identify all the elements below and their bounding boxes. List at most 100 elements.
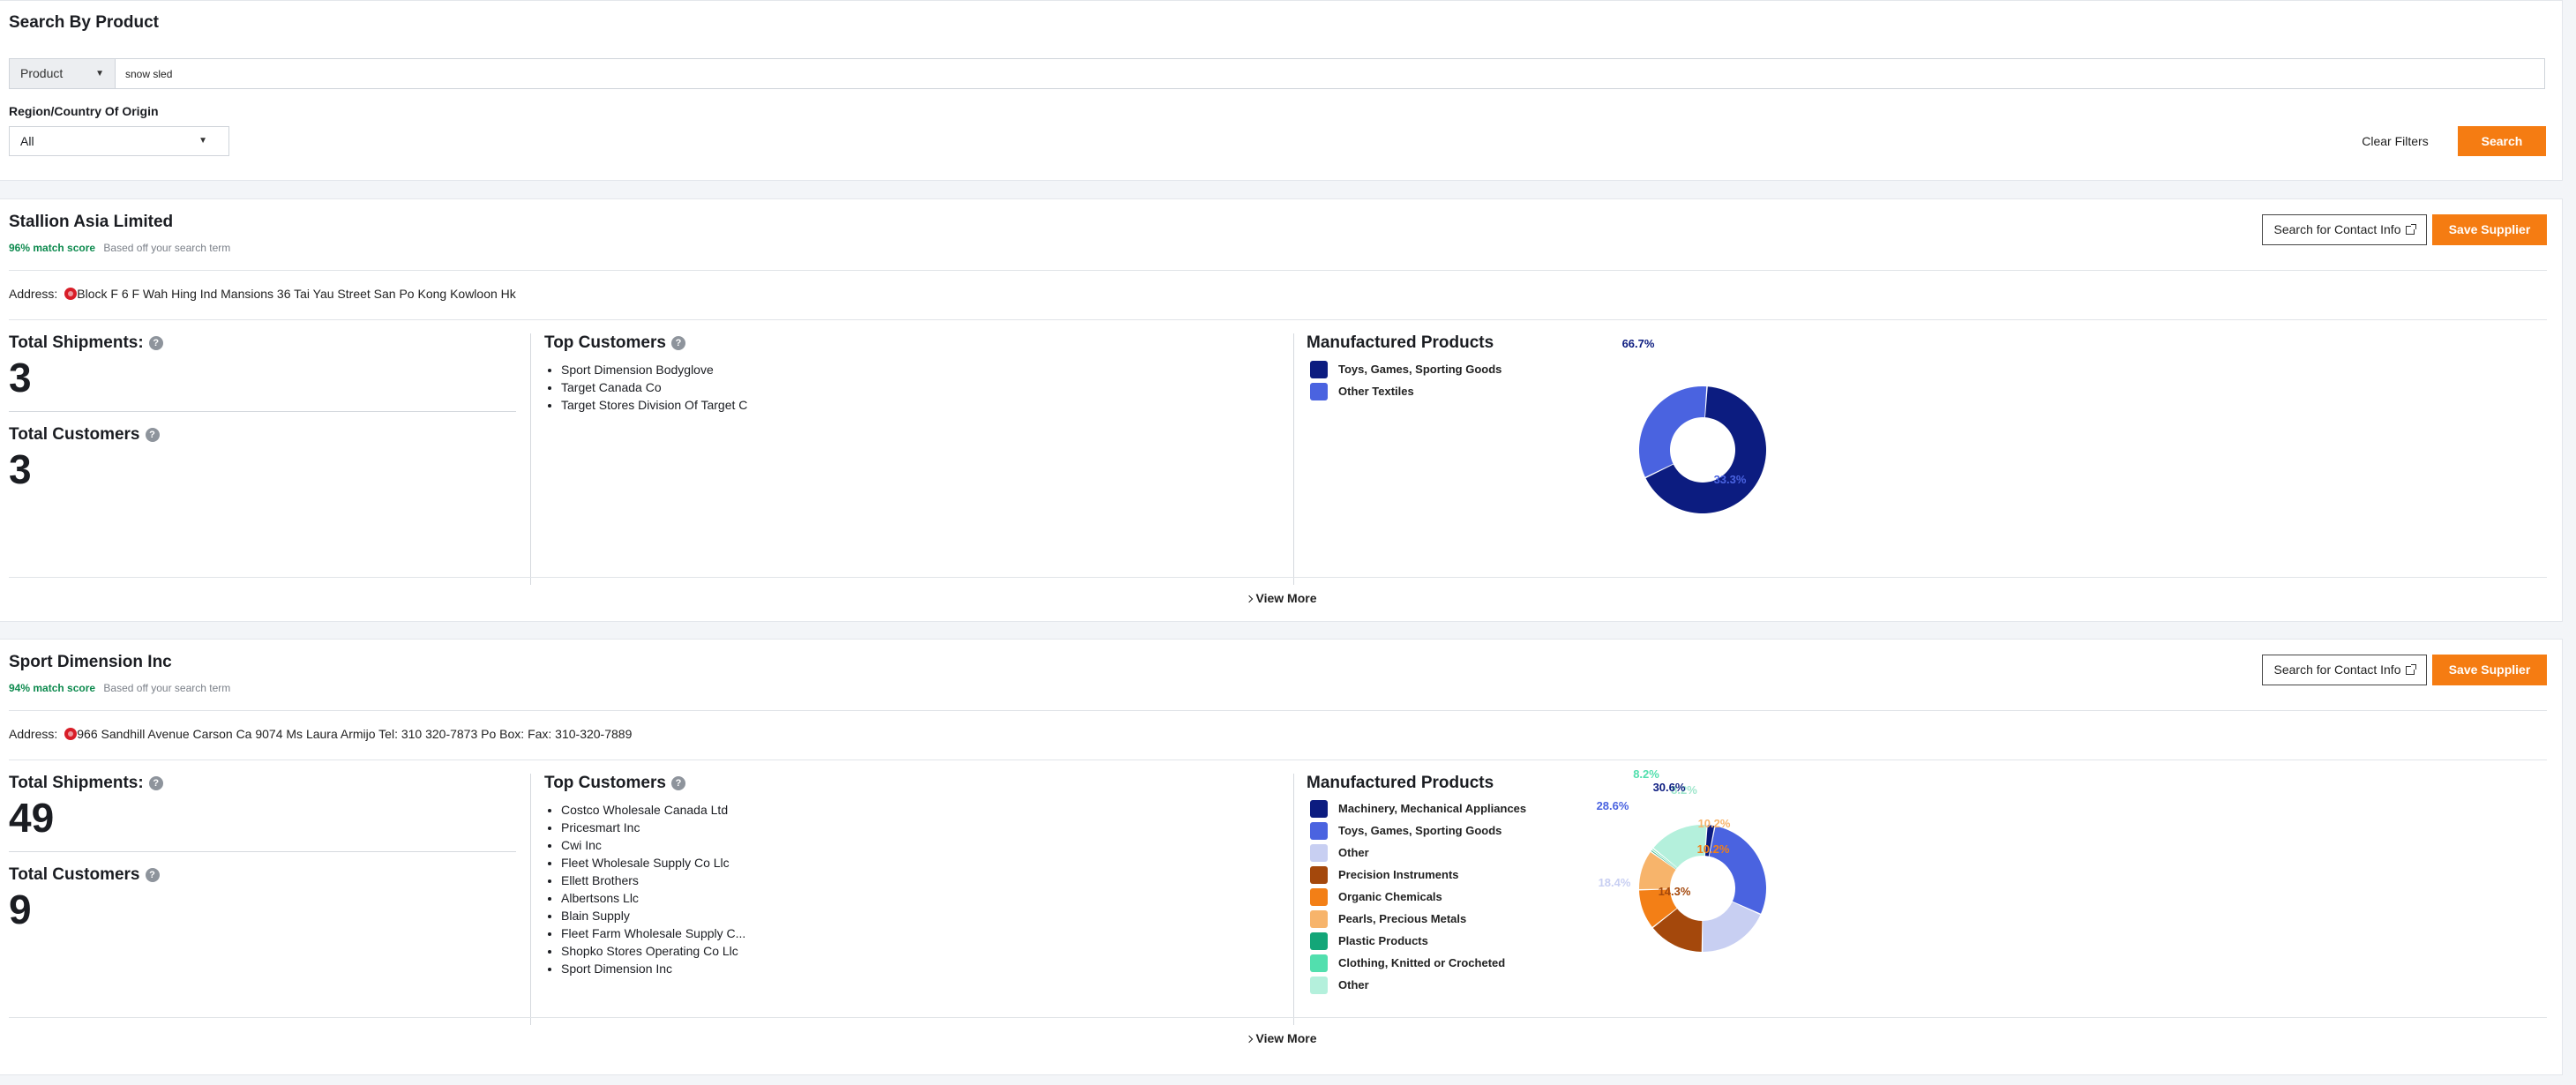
legend-item: Toys, Games, Sporting Goods bbox=[1310, 819, 1526, 842]
supplier-name[interactable]: Stallion Asia Limited bbox=[9, 213, 174, 231]
list-item[interactable]: Sport Dimension Bodyglove bbox=[561, 361, 747, 378]
search-type-select[interactable]: Product ▼ bbox=[10, 59, 116, 88]
help-icon[interactable]: ? bbox=[145, 868, 160, 882]
search-input[interactable] bbox=[116, 59, 2542, 88]
contact-button-label: Search for Contact Info bbox=[2273, 222, 2401, 236]
top-customers-text: Top Customers bbox=[544, 774, 666, 792]
legend-item: Toys, Games, Sporting Goods bbox=[1310, 358, 1501, 380]
list-item[interactable]: Cwi Inc bbox=[561, 836, 745, 854]
chart-label: 8.2% bbox=[1633, 767, 1659, 781]
clear-filters-button[interactable]: Clear Filters bbox=[2362, 134, 2429, 148]
help-icon[interactable]: ? bbox=[670, 776, 685, 790]
chart-legend: Toys, Games, Sporting Goods Other Textil… bbox=[1310, 358, 1501, 402]
donut-slice[interactable] bbox=[1652, 909, 1703, 952]
donut-slice[interactable] bbox=[1652, 849, 1677, 869]
chart-label: 8.2% bbox=[1671, 783, 1697, 797]
chart-label: 30.6% bbox=[1653, 781, 1686, 794]
list-item[interactable]: Ellett Brothers bbox=[561, 872, 745, 889]
donut-slice[interactable] bbox=[1639, 385, 1707, 477]
supplier-address: Address: 966 Sandhill Avenue Carson Ca 90… bbox=[9, 727, 632, 741]
view-more-label: View More bbox=[1255, 1031, 1317, 1045]
total-customers-label: Total Customers? bbox=[9, 865, 160, 885]
match-note: Based off your search term bbox=[103, 242, 231, 254]
total-shipments-value: 3 bbox=[9, 355, 32, 400]
legend-label: Organic Chemicals bbox=[1338, 890, 1442, 903]
legend-item: Machinery, Mechanical Appliances bbox=[1310, 797, 1526, 819]
donut-slice[interactable] bbox=[1645, 386, 1766, 513]
column-divider bbox=[1293, 333, 1294, 585]
legend-label: Precision Instruments bbox=[1338, 868, 1459, 881]
match-score: 96% match score bbox=[9, 242, 96, 254]
help-icon[interactable]: ? bbox=[145, 428, 160, 442]
legend-label: Toys, Games, Sporting Goods bbox=[1338, 363, 1502, 376]
search-contact-info-button[interactable]: Search for Contact Info bbox=[2262, 655, 2427, 685]
flag-icon bbox=[64, 728, 78, 740]
match-info: 94% match score Based off your search te… bbox=[9, 682, 230, 694]
flag-icon bbox=[64, 288, 78, 300]
donut-slice[interactable] bbox=[1709, 826, 1766, 914]
view-more-button[interactable]: View More bbox=[0, 591, 2563, 605]
legend-swatch bbox=[1310, 821, 1328, 840]
legend-swatch bbox=[1310, 843, 1328, 862]
chart-label: 10.2% bbox=[1698, 817, 1731, 830]
view-more-label: View More bbox=[1255, 591, 1317, 605]
list-item[interactable]: Target Stores Division Of Target C bbox=[561, 396, 747, 414]
divider bbox=[9, 411, 516, 412]
help-icon[interactable]: ? bbox=[148, 776, 163, 790]
list-item[interactable]: Albertsons Llc bbox=[561, 889, 745, 907]
donut-slice[interactable] bbox=[1639, 889, 1677, 927]
donut-chart: 66.7% 33.3% bbox=[1622, 337, 1766, 513]
list-item[interactable]: Blain Supply bbox=[561, 907, 745, 924]
address-label: Address: bbox=[9, 287, 58, 301]
external-link-icon bbox=[2406, 224, 2417, 235]
legend-swatch bbox=[1310, 360, 1328, 378]
legend-swatch bbox=[1310, 932, 1328, 950]
list-item[interactable]: Pricesmart Inc bbox=[561, 819, 745, 836]
divider bbox=[9, 270, 2547, 271]
supplier-name[interactable]: Sport Dimension Inc bbox=[9, 653, 172, 671]
chart-label: 33.3% bbox=[1714, 473, 1747, 486]
list-item[interactable]: Shopko Stores Operating Co Llc bbox=[561, 942, 745, 960]
donut-slice[interactable] bbox=[1653, 825, 1707, 868]
list-item[interactable]: Target Canada Co bbox=[561, 378, 747, 396]
divider bbox=[9, 577, 2547, 578]
chevron-right-icon bbox=[1245, 595, 1253, 603]
donut-slice[interactable] bbox=[1703, 902, 1761, 952]
top-customers-text: Top Customers bbox=[544, 333, 666, 352]
contact-button-label: Search for Contact Info bbox=[2273, 662, 2401, 677]
chart-label: 10.2% bbox=[1697, 842, 1730, 856]
total-shipments-label: Total Shipments:? bbox=[9, 333, 163, 353]
list-item[interactable]: Fleet Wholesale Supply Co Llc bbox=[561, 854, 745, 872]
chart-label: 66.7% bbox=[1622, 337, 1655, 350]
search-contact-info-button[interactable]: Search for Contact Info bbox=[2262, 214, 2427, 245]
list-item[interactable]: Sport Dimension Inc bbox=[561, 960, 745, 977]
legend-item: Other bbox=[1310, 842, 1526, 864]
region-select[interactable]: All ▼ bbox=[9, 126, 229, 156]
donut-slice[interactable] bbox=[1704, 825, 1715, 857]
donut-slice[interactable] bbox=[1639, 851, 1676, 890]
search-button[interactable]: Search bbox=[2458, 126, 2546, 156]
save-supplier-button[interactable]: Save Supplier bbox=[2432, 214, 2547, 245]
chevron-right-icon bbox=[1245, 1035, 1253, 1044]
total-customers-text: Total Customers bbox=[9, 425, 140, 444]
column-divider bbox=[530, 774, 531, 1025]
save-supplier-button[interactable]: Save Supplier bbox=[2432, 655, 2547, 685]
address-text: 966 Sandhill Avenue Carson Ca 9074 Ms La… bbox=[77, 727, 633, 741]
legend-label: Other bbox=[1338, 978, 1369, 991]
legend-item: Organic Chemicals bbox=[1310, 886, 1526, 908]
chart-legend: Machinery, Mechanical Appliances Toys, G… bbox=[1310, 797, 1526, 996]
view-more-button[interactable]: View More bbox=[0, 1031, 2563, 1045]
legend-label: Pearls, Precious Metals bbox=[1338, 912, 1467, 925]
list-item[interactable]: Costco Wholesale Canada Ltd bbox=[561, 801, 745, 819]
top-customers-list: Costco Wholesale Canada Ltd Pricesmart I… bbox=[561, 801, 745, 977]
manufactured-products-label: Manufactured Products bbox=[1307, 774, 1494, 792]
legend-item: Clothing, Knitted or Crocheted bbox=[1310, 952, 1526, 974]
legend-swatch bbox=[1310, 954, 1328, 972]
donut-slice[interactable] bbox=[1651, 850, 1677, 870]
list-item[interactable]: Fleet Farm Wholesale Supply C... bbox=[561, 924, 745, 942]
help-icon[interactable]: ? bbox=[670, 336, 685, 350]
chevron-down-icon: ▼ bbox=[95, 69, 104, 79]
top-customers-label: Top Customers? bbox=[544, 333, 685, 353]
total-customers-value: 3 bbox=[9, 446, 32, 492]
help-icon[interactable]: ? bbox=[148, 336, 163, 350]
